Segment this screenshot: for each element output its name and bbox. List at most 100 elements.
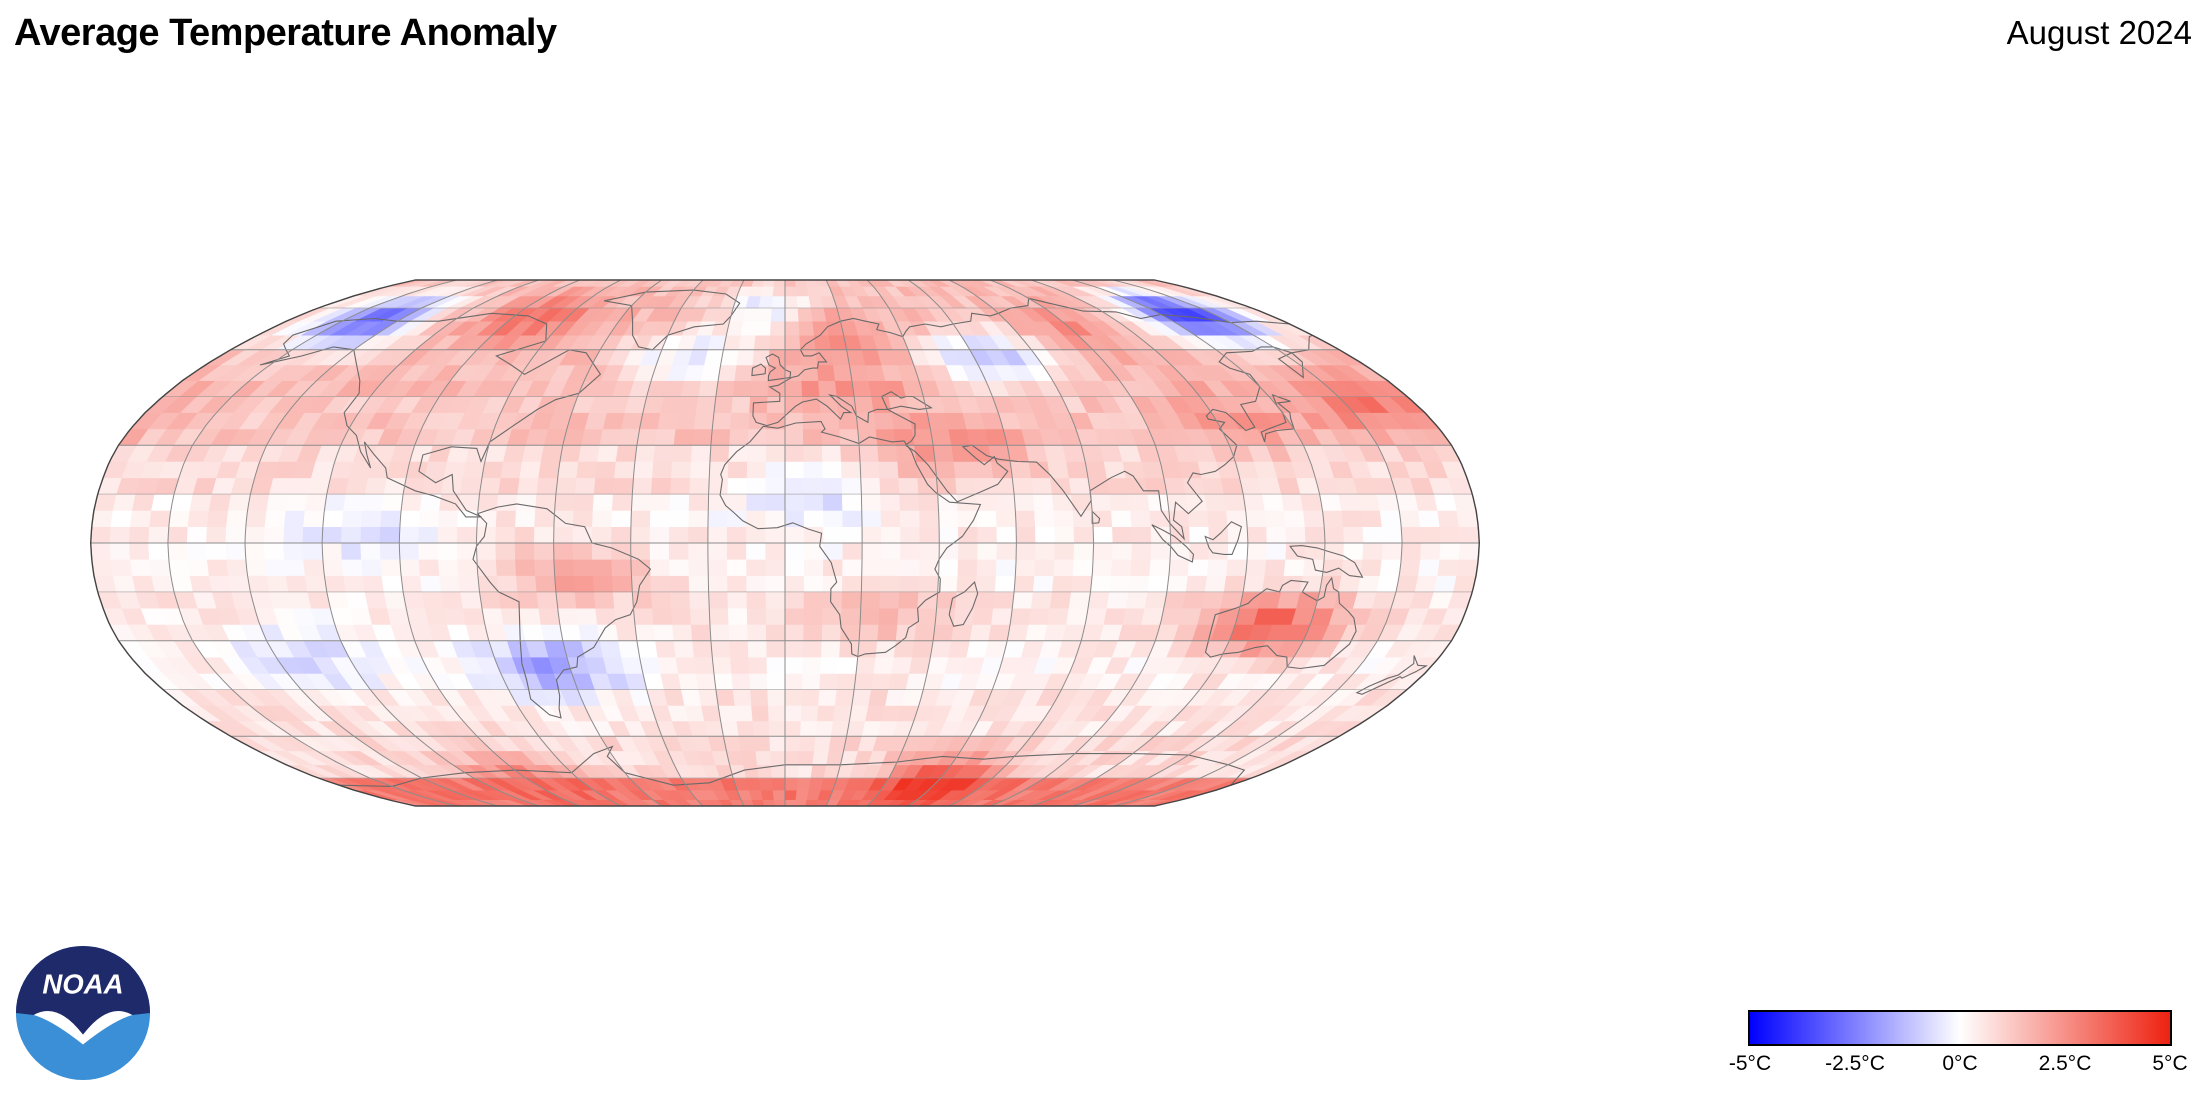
anomaly-cell [861, 575, 882, 593]
anomaly-cell [927, 280, 951, 287]
anomaly-cell [991, 461, 1013, 479]
anomaly-cell [225, 526, 247, 544]
anomaly-cell [580, 428, 604, 446]
anomaly-cell [765, 510, 786, 528]
anomaly-cell [1034, 558, 1055, 576]
anomaly-cell [995, 558, 1017, 576]
anomaly-cell [871, 673, 892, 690]
anomaly-cell [715, 689, 736, 706]
anomaly-cell [380, 510, 402, 528]
anomaly-cell [611, 526, 632, 544]
anomaly-cell [799, 735, 817, 752]
anomaly-cell [974, 477, 996, 495]
anomaly-cell [652, 461, 673, 479]
map-outline [89, 279, 1481, 807]
anomaly-cell [957, 542, 979, 560]
anomaly-cell [1398, 510, 1421, 528]
anomaly-cell [1283, 510, 1306, 528]
anomaly-cell [360, 526, 381, 544]
anomaly-cell [1187, 510, 1210, 528]
anomaly-cell [851, 380, 872, 397]
anomaly-cell [437, 542, 458, 560]
anomaly-cell [149, 558, 172, 576]
anomaly-cell [765, 493, 786, 511]
anomaly-cell [765, 591, 786, 609]
anomaly-cell [816, 705, 836, 722]
anomaly-cell [1034, 510, 1055, 528]
anomaly-cell [766, 673, 786, 690]
anomaly-cell [1322, 558, 1344, 576]
anomaly-cell [247, 575, 270, 593]
anomaly-cell [861, 526, 882, 544]
anomaly-cell [345, 477, 369, 495]
anomaly-cell [341, 526, 362, 544]
anomaly-cell [1283, 558, 1306, 576]
anomaly-cell [670, 477, 691, 495]
anomaly-cell [953, 461, 975, 479]
anomaly-cell [1246, 542, 1268, 560]
anomaly-cell [402, 477, 426, 495]
anomaly-cell [630, 510, 651, 528]
anomaly-cell [668, 526, 690, 544]
anomaly-cell [957, 526, 979, 544]
anomaly-cell [834, 689, 855, 706]
anomaly-cell [709, 444, 730, 462]
anomaly-cell [1112, 526, 1133, 544]
anomaly-cell [399, 558, 421, 576]
anomaly-cell [731, 396, 751, 413]
anomaly-cell [822, 575, 843, 593]
anomaly-cell [729, 428, 749, 446]
anomaly-cell [1032, 575, 1055, 593]
anomaly-cell [839, 640, 860, 658]
anomaly-cell [796, 777, 812, 791]
anomaly-cell [341, 542, 362, 560]
anomaly-cell [747, 624, 767, 642]
anomaly-cell [784, 607, 805, 625]
anomaly-cell [1166, 575, 1189, 593]
anomaly-cell [131, 575, 156, 593]
anomaly-cell [631, 477, 653, 495]
anomaly-cell [574, 591, 596, 609]
anomaly-cell [993, 477, 1015, 495]
anomaly-cell [421, 591, 445, 609]
anomaly-cell [710, 640, 731, 658]
anomaly-cell [439, 575, 461, 593]
anomaly-cell [1206, 510, 1229, 528]
anomaly-cell [1304, 526, 1326, 544]
anomaly-cell [1439, 526, 1461, 544]
anomaly-cell [1144, 477, 1168, 495]
anomaly-cell [128, 542, 150, 560]
anomaly-cell [381, 575, 404, 593]
anomaly-cell [816, 364, 836, 381]
anomaly-cell [418, 526, 439, 544]
anomaly-cell [1103, 280, 1139, 287]
anomaly-cell [692, 428, 713, 446]
anomaly-cell [611, 493, 633, 511]
anomaly-cell [1227, 542, 1249, 560]
anomaly-cell [464, 280, 498, 287]
anomaly-cell [496, 493, 519, 511]
graticule-meridian [321, 280, 539, 806]
anomaly-cell [168, 510, 191, 528]
anomaly-cell [341, 558, 364, 576]
anomaly-cell [148, 542, 170, 560]
anomaly-cell [738, 735, 757, 752]
japan-outline [1260, 393, 1295, 443]
anomaly-cell [772, 789, 786, 801]
anomaly-cell [918, 493, 939, 511]
anomaly-cell [766, 640, 786, 658]
anomaly-cell [1103, 607, 1127, 625]
anomaly-cell [557, 607, 579, 625]
anomaly-cell [1130, 510, 1152, 528]
anomaly-cell [1066, 461, 1089, 479]
anomaly-cell [857, 640, 878, 658]
anomaly-cell [832, 705, 853, 722]
anomaly-cell [128, 526, 150, 544]
anomaly-cell [784, 280, 797, 287]
anomaly-cell [536, 477, 559, 495]
anomaly-cell [784, 656, 804, 674]
anomaly-cell [861, 558, 882, 576]
anomaly-cell [731, 673, 751, 690]
graticule-meridian [948, 280, 1095, 806]
anomaly-cell [916, 607, 937, 625]
